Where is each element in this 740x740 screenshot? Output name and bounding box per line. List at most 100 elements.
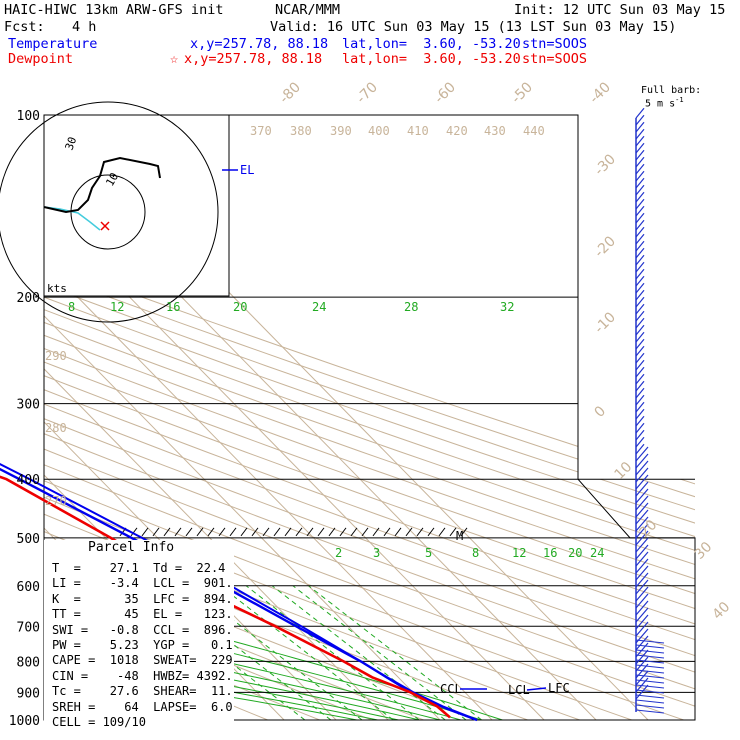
wind-barb [635, 659, 665, 664]
wind-barb [635, 114, 645, 126]
hodograph-trace-low [43, 206, 101, 231]
freezing-hatch [416, 527, 424, 537]
wind-barb [635, 345, 645, 357]
dewpoint-xy: x,y=257.78, 88.18 [184, 51, 323, 67]
parcel-info-row: Tc = 27.6 SHEAR= 11. [52, 684, 233, 699]
freezing-hatch [306, 527, 314, 537]
dry-adiabat [44, 115, 695, 720]
freezing-hatch [207, 527, 215, 537]
dry-adiabat [44, 115, 695, 720]
mixing-ratio-label: 32 [500, 300, 514, 314]
isotherm-line [44, 115, 337, 720]
dry-adiabat [44, 115, 695, 720]
freezing-hatch [196, 527, 204, 537]
wind-barb [635, 502, 649, 518]
wind-barb [635, 205, 645, 217]
isotherm-line [44, 115, 441, 720]
wind-barb [635, 467, 649, 483]
theta-label: 270 [45, 494, 67, 508]
theta-label: 410 [407, 124, 429, 138]
isotherm-label: -60 [432, 79, 459, 106]
freezing-hatch [350, 527, 358, 537]
org-label: NCAR/MMM [275, 2, 341, 18]
theta-label: 370 [250, 124, 272, 138]
wind-barb [635, 709, 665, 714]
wind-barb [635, 135, 645, 147]
isotherm-label: 40 [710, 599, 734, 623]
barb-legend-title: Full barb: [641, 85, 702, 96]
dry-adiabat [44, 115, 695, 720]
freezing-hatch [185, 527, 193, 537]
pressure-label: 300 [17, 398, 40, 413]
theta-label: 290 [45, 349, 67, 363]
wind-barb [635, 565, 649, 581]
mixing-ratio-label: 8 [68, 300, 75, 314]
wind-barb [635, 121, 645, 133]
wind-barb [635, 600, 649, 616]
wind-barb [635, 128, 645, 140]
mixing-ratio-line [245, 585, 420, 720]
moist-adiabat [44, 296, 482, 720]
wind-barb [635, 642, 649, 658]
wind-barb [635, 677, 649, 693]
pressure-label: 800 [17, 655, 40, 670]
freezing-hatch [295, 527, 303, 537]
parcel-info-row: T = 27.1 Td = 22.4 [52, 561, 226, 575]
wind-barb [635, 142, 645, 154]
wind-barb [635, 422, 645, 434]
mixing-ratio-label: 2 [335, 546, 342, 560]
parcel-info-row: SWI = -0.8 CCL = 896. [52, 622, 233, 637]
wind-barb [635, 275, 645, 287]
wind-barb [635, 331, 645, 343]
theta-label: 420 [446, 124, 468, 138]
temperature-latlon: lat,lon= 3.60, -53.20 [342, 36, 521, 52]
wind-barb [635, 380, 645, 392]
mixing-ratio-line [292, 585, 467, 720]
wind-barb [635, 324, 645, 336]
wind-barb [635, 474, 649, 490]
wind-barb [635, 156, 645, 168]
hodograph-speed-label: 10 [103, 171, 121, 189]
mixing-ratio-label: 20 [233, 300, 247, 314]
theta-label: 400 [368, 124, 390, 138]
barb-legend-units: 5 m s-1 [645, 96, 684, 110]
theta-label: 440 [523, 124, 545, 138]
parcel-info-row: CELL = 109/10 [52, 715, 146, 729]
forecast-hour: 4 h [72, 19, 97, 35]
temperature-legend: Temperature [8, 36, 98, 52]
dry-adiabat [44, 115, 695, 720]
level-annotation: LCL [508, 683, 530, 697]
freezing-hatch [427, 527, 435, 537]
model-title: HAIC-HIWC 13km ARW-GFS init [4, 2, 224, 18]
wind-barb [635, 107, 645, 119]
pressure-label: 500 [17, 532, 40, 547]
hodograph-speed-label: 30 [63, 135, 80, 152]
wind-barb [635, 544, 649, 560]
pressure-label: 400 [17, 473, 40, 488]
wind-barb [635, 261, 645, 273]
freezing-hatch [218, 527, 226, 537]
wind-barb [635, 649, 649, 665]
wind-barb [635, 579, 649, 595]
wind-barb [635, 415, 645, 427]
wind-barb [635, 488, 649, 504]
wind-barb [635, 296, 645, 308]
wind-barb [635, 558, 649, 574]
isotherm-label: -20 [592, 233, 619, 260]
dry-adiabat [44, 115, 372, 720]
wind-barb [635, 664, 665, 669]
mixing-ratio-label: 28 [404, 300, 418, 314]
wind-barb [635, 184, 645, 196]
dewpoint-stn: stn=SOOS [522, 51, 588, 67]
freezing-hatch [394, 527, 402, 537]
wind-barb [635, 240, 645, 252]
moist-adiabat [44, 296, 462, 720]
theta-label: 380 [290, 124, 312, 138]
wind-barb [635, 212, 645, 224]
pressure-label: 900 [17, 686, 40, 701]
wind-barb [635, 656, 649, 672]
freezing-hatch [328, 527, 336, 537]
isotherm-label: -30 [592, 151, 619, 178]
dry-adiabat [44, 115, 695, 720]
parcel-info-row: PW = 5.23 YGP = 0.1 [52, 638, 233, 652]
